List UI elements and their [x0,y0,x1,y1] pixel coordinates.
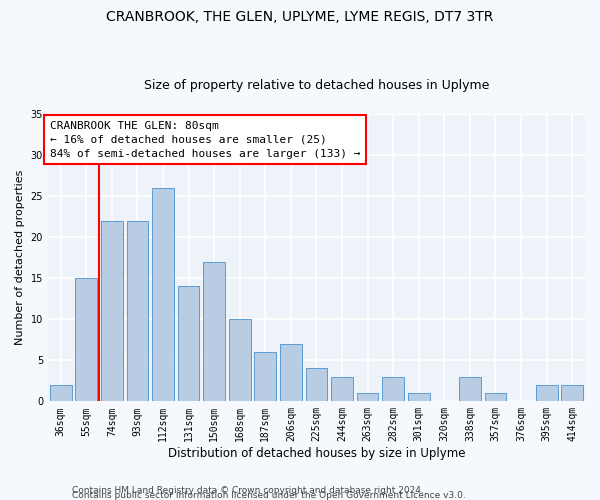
Y-axis label: Number of detached properties: Number of detached properties [15,170,25,346]
Bar [127,220,148,402]
Text: CRANBROOK THE GLEN: 80sqm
← 16% of detached houses are smaller (25)
84% of semi-: CRANBROOK THE GLEN: 80sqm ← 16% of detac… [50,120,361,158]
X-axis label: Distribution of detached houses by size in Uplyme: Distribution of detached houses by size … [168,447,465,460]
Bar [562,385,583,402]
Bar [357,393,379,402]
Text: CRANBROOK, THE GLEN, UPLYME, LYME REGIS, DT7 3TR: CRANBROOK, THE GLEN, UPLYME, LYME REGIS,… [106,10,494,24]
Bar [254,352,276,402]
Bar [229,319,251,402]
Bar [536,385,557,402]
Bar [203,262,225,402]
Bar [485,393,506,402]
Bar [280,344,302,402]
Bar [50,385,71,402]
Bar [178,286,199,402]
Bar [101,220,123,402]
Bar [76,278,97,402]
Bar [305,368,328,402]
Bar [331,376,353,402]
Title: Size of property relative to detached houses in Uplyme: Size of property relative to detached ho… [144,79,489,92]
Bar [408,393,430,402]
Bar [382,376,404,402]
Text: Contains public sector information licensed under the Open Government Licence v3: Contains public sector information licen… [72,491,466,500]
Bar [152,188,174,402]
Text: Contains HM Land Registry data © Crown copyright and database right 2024.: Contains HM Land Registry data © Crown c… [72,486,424,495]
Bar [459,376,481,402]
